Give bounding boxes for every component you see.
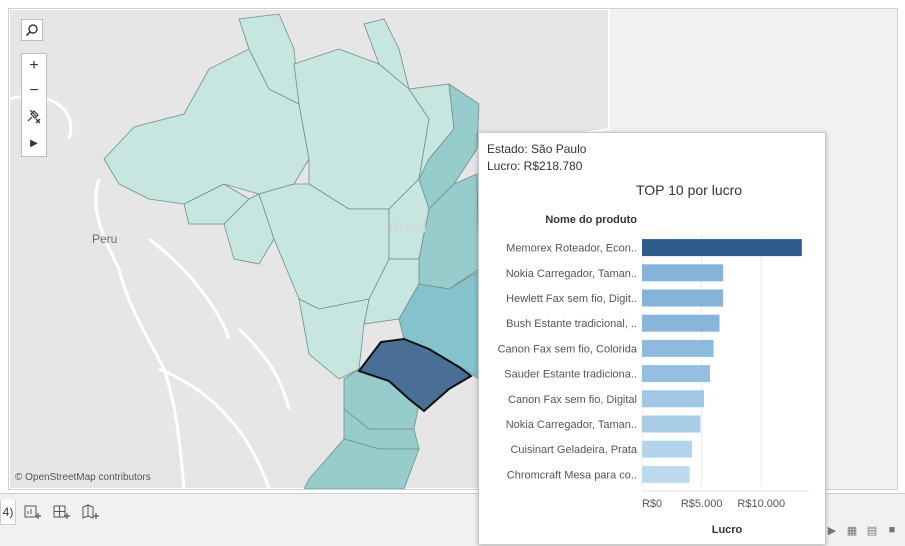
map-state-mato-grosso-do-sul <box>298 298 370 380</box>
x-axis-label: Lucro <box>712 524 743 536</box>
grid-view-icon[interactable]: ▦ <box>846 524 858 537</box>
bar <box>642 264 724 282</box>
search-icon <box>25 24 38 37</box>
bar <box>642 415 701 433</box>
bar <box>642 339 714 357</box>
map-country-borders <box>9 94 291 489</box>
map-state-rio-grande-do-sul <box>303 438 420 489</box>
category-label: Sauder Estante tradiciona.. <box>504 369 637 381</box>
map-attribution[interactable]: © OpenStreetMap contributors <box>15 472 151 483</box>
x-tick-label: R$5.000 <box>681 498 723 510</box>
category-label: Chromcraft Mesa para co.. <box>507 469 637 481</box>
map-view[interactable]: Peru Brasil + − ▶ © OpenStreetMap contri… <box>8 8 898 490</box>
zoom-out-button[interactable]: − <box>29 82 39 99</box>
tooltip-panel: Estado: São Paulo Lucro: R$218.780 TOP 1… <box>478 132 826 545</box>
map-state-amapa <box>363 18 410 91</box>
pan-pin-button[interactable] <box>23 105 45 127</box>
chart-title: TOP 10 por lucro <box>636 182 742 198</box>
category-label: Canon Fax sem fio, Digital <box>508 394 637 406</box>
bar <box>642 314 720 332</box>
nav-next-icon[interactable]: ▶ <box>827 524 837 537</box>
category-label: Nokia Carregador, Taman.. <box>506 419 637 431</box>
new-dashboard-icon <box>53 505 70 519</box>
category-label: Hewlett Fax sem fio, Digit.. <box>506 293 637 305</box>
x-tick-label: R$0 <box>642 498 662 510</box>
top10-chart: TOP 10 por lucro Nome do produto Memorex R… <box>498 182 809 536</box>
zoom-in-button[interactable]: + <box>29 57 39 74</box>
sheet-tab-partial-label: 4) <box>2 505 14 519</box>
new-story-icon <box>82 504 99 519</box>
x-tick-label: R$10.000 <box>737 498 785 510</box>
category-header: Nome do produto <box>545 214 637 226</box>
bar <box>642 289 724 307</box>
bar <box>642 365 710 383</box>
fullscreen-icon[interactable]: ■ <box>888 524 896 536</box>
new-dashboard-button[interactable] <box>51 500 73 524</box>
map-label-brasil: Brasil <box>389 219 427 236</box>
new-worksheet-button[interactable] <box>22 500 44 524</box>
category-label: Canon Fax sem fio, Colorida <box>498 343 638 355</box>
category-label: Bush Estante tradicional, .. <box>506 318 637 330</box>
map-controls-group: + − ▶ <box>21 53 47 157</box>
view-controls: ▶ ▦ ▤ ■ <box>825 524 899 537</box>
expand-toolbar-button[interactable]: ▶ <box>23 132 45 154</box>
category-label: Cuisinart Geladeira, Prata <box>510 444 637 456</box>
bar <box>642 440 693 458</box>
category-label: Memorex Roteador, Econ.. <box>506 243 637 255</box>
new-story-button[interactable] <box>80 500 102 524</box>
sheet-tab-partial[interactable]: 4) <box>0 500 16 525</box>
tooltip-profit: Lucro: R$218.780 <box>487 159 583 173</box>
bar <box>642 465 690 483</box>
new-worksheet-icon <box>24 505 41 519</box>
pin-reset-icon <box>27 109 41 124</box>
map-search-button[interactable] <box>21 19 43 41</box>
map-canvas[interactable] <box>9 9 897 489</box>
bar <box>642 390 705 408</box>
category-label: Nokia Carregador, Taman.. <box>506 268 637 280</box>
map-state-sao-paulo-selected <box>357 337 473 413</box>
bar <box>642 239 802 257</box>
map-label-peru: Peru <box>92 232 118 246</box>
play-arrow-icon: ▶ <box>30 137 38 149</box>
list-view-icon[interactable]: ▤ <box>866 524 878 537</box>
tooltip-state: Estado: São Paulo <box>487 142 587 156</box>
